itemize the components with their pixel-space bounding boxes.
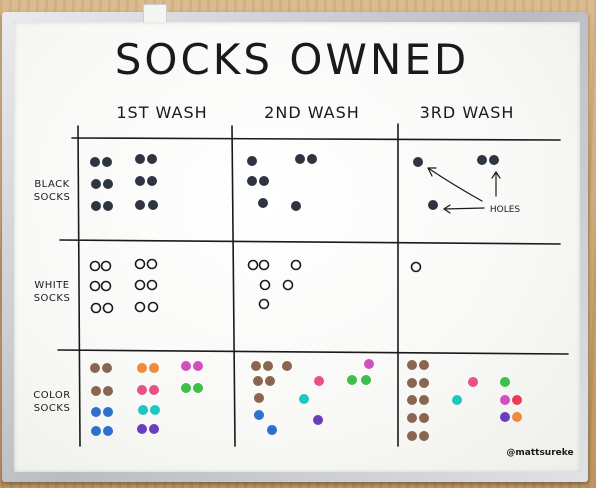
row-header-white-line1: WHITE <box>34 280 69 291</box>
color-socks-2nd-wash <box>251 359 374 435</box>
row-header-black-socks: BLACK SOCKS <box>34 179 71 203</box>
black-socks-1st-wash <box>90 154 158 211</box>
arrow-to-hole-1 <box>427 167 483 202</box>
grid-line-left <box>77 125 81 447</box>
black-socks-2nd-wash <box>247 154 317 211</box>
holes-annotation <box>427 167 501 214</box>
row-header-white-line2: SOCKS <box>34 293 71 304</box>
white-socks-2nd-wash <box>247 259 302 310</box>
black-socks-3rd-wash <box>413 155 499 210</box>
column-header-1st-wash: 1ST WASH <box>116 103 207 122</box>
white-socks-1st-wash <box>89 258 159 314</box>
row-header-white-socks: WHITE SOCKS <box>34 280 71 304</box>
holes-label: HOLES <box>490 205 521 215</box>
board-title: SOCKS OWNED <box>115 35 469 84</box>
whiteboard <box>14 22 580 472</box>
grid-line-col1 <box>231 125 236 447</box>
white-socks-3rd-wash <box>410 261 422 273</box>
row-header-black-line1: BLACK <box>34 179 69 190</box>
row-header-color-socks: COLOR SOCKS <box>33 390 70 414</box>
grid-line-top <box>71 137 561 141</box>
table-grid <box>57 123 569 447</box>
column-header-2nd-wash: 2ND WASH <box>264 103 360 122</box>
arrow-to-hole-3 <box>443 207 485 210</box>
author-credit: @mattsureke <box>506 448 573 458</box>
color-socks-3rd-wash <box>407 360 522 441</box>
row-header-color-line2: SOCKS <box>34 403 71 414</box>
column-header-3rd-wash: 3RD WASH <box>420 103 515 122</box>
color-socks-1st-wash <box>90 361 203 436</box>
grid-line-row1 <box>59 239 561 245</box>
row-header-color-line1: COLOR <box>33 390 70 401</box>
row-header-black-line2: SOCKS <box>34 192 71 203</box>
grid-line-row2 <box>57 349 569 355</box>
